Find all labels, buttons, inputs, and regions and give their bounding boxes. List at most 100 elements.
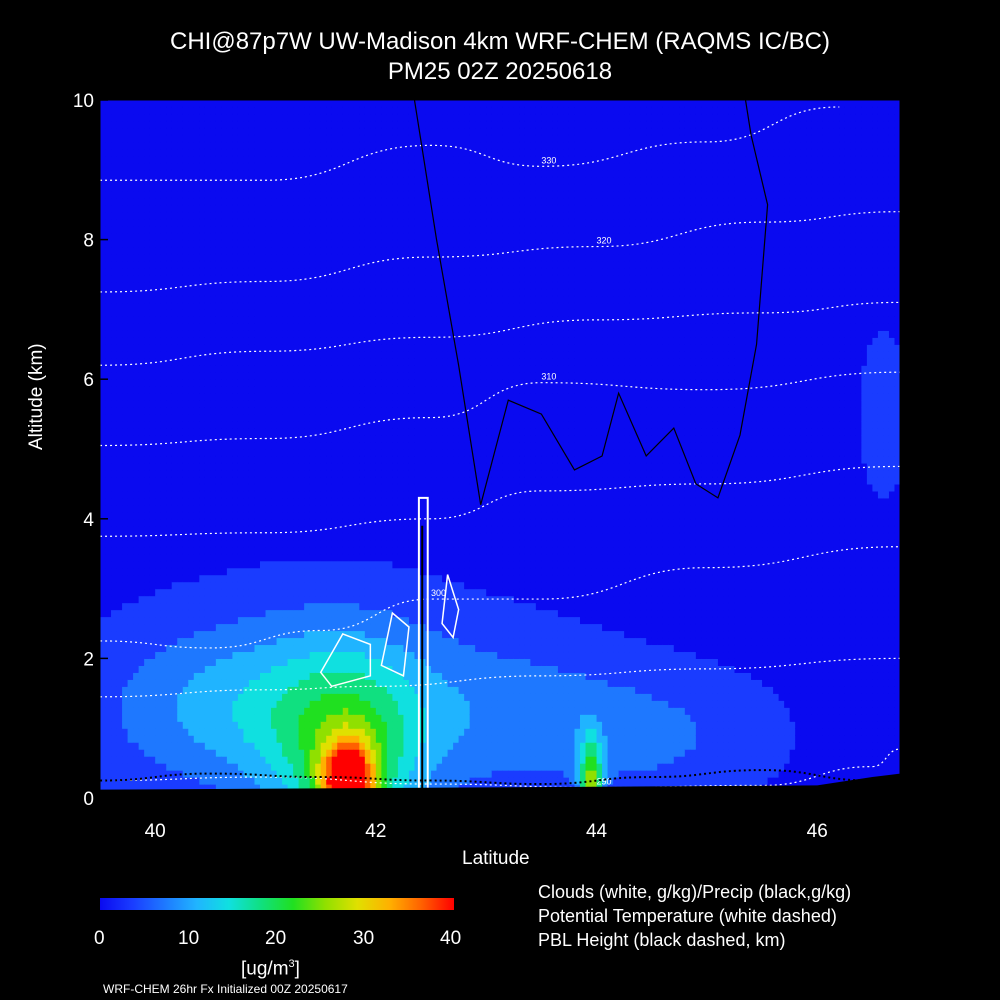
pm25-cell bbox=[155, 176, 162, 185]
pm25-cell bbox=[111, 721, 118, 729]
pm25-cell bbox=[182, 435, 189, 443]
pm25-cell bbox=[226, 588, 234, 597]
pm25-cell bbox=[331, 539, 338, 548]
pm25-cell bbox=[342, 393, 349, 401]
pm25-cell bbox=[100, 267, 107, 276]
pm25-cell bbox=[237, 239, 245, 248]
pm25-cell bbox=[320, 134, 327, 143]
pm25-cell bbox=[282, 693, 289, 701]
pm25-cell bbox=[370, 455, 377, 464]
pm25-cell bbox=[337, 728, 344, 736]
pm25-cell bbox=[155, 616, 162, 625]
pm25-cell bbox=[127, 204, 134, 213]
pm25-cell bbox=[149, 700, 156, 708]
pm25-cell bbox=[348, 337, 355, 345]
pm25-cell bbox=[144, 344, 151, 352]
pm25-cell bbox=[359, 148, 366, 157]
pm25-cell bbox=[111, 120, 118, 129]
pm25-cell bbox=[348, 274, 355, 283]
pm25-cell bbox=[359, 239, 366, 248]
pm25-cell bbox=[304, 351, 311, 359]
pm25-cell bbox=[105, 469, 112, 478]
pm25-cell bbox=[232, 211, 239, 220]
pm25-cell bbox=[182, 162, 189, 171]
pm25-cell bbox=[116, 218, 123, 227]
pm25-cell bbox=[309, 511, 316, 520]
pm25-cell bbox=[304, 567, 311, 576]
pm25-cell bbox=[298, 672, 305, 680]
pm25-cell bbox=[248, 435, 256, 443]
pm25-cell bbox=[348, 455, 355, 464]
pm25-cell bbox=[138, 225, 145, 234]
pm25-cell bbox=[160, 211, 167, 220]
pm25-cell bbox=[215, 700, 222, 708]
pm25-cell bbox=[248, 113, 256, 122]
pm25-cell bbox=[171, 637, 178, 646]
pm25-cell bbox=[298, 323, 305, 331]
pm25-cell bbox=[171, 707, 178, 715]
pm25-cell bbox=[171, 330, 178, 338]
pm25-cell bbox=[271, 616, 278, 625]
pm25-cell bbox=[210, 204, 217, 213]
pm25-cell bbox=[370, 218, 377, 227]
pm25-cell bbox=[315, 141, 322, 150]
pm25-cell bbox=[282, 770, 289, 778]
pm25-cell bbox=[254, 337, 261, 345]
pm25-cell bbox=[221, 756, 228, 764]
pm25-cell bbox=[133, 721, 140, 729]
pm25-cell bbox=[204, 588, 211, 597]
pm25-cell bbox=[304, 658, 311, 666]
pm25-cell bbox=[248, 169, 256, 178]
pm25-cell bbox=[287, 539, 294, 548]
pm25-cell bbox=[215, 323, 222, 331]
pm25-cell bbox=[315, 169, 322, 178]
pm25-cell bbox=[337, 483, 344, 492]
pm25-cell bbox=[298, 644, 305, 653]
pm25-cell bbox=[144, 623, 151, 632]
pm25-cell bbox=[298, 442, 305, 450]
pm25-cell bbox=[160, 644, 167, 653]
pm25-cell bbox=[260, 155, 267, 164]
pm25-cell bbox=[337, 274, 344, 283]
pm25-cell bbox=[364, 148, 371, 157]
pm25-cell bbox=[248, 476, 256, 485]
pm25-cell bbox=[304, 546, 311, 555]
pm25-cell bbox=[337, 246, 344, 255]
pm25-cell bbox=[342, 490, 349, 499]
pm25-cell bbox=[100, 651, 107, 659]
pm25-cell bbox=[337, 609, 344, 618]
pm25-cell bbox=[149, 288, 156, 297]
pm25-cell bbox=[226, 679, 234, 687]
pm25-cell bbox=[199, 316, 206, 324]
pm25-cell bbox=[254, 197, 261, 206]
pm25-cell bbox=[210, 770, 217, 778]
pm25-cell bbox=[326, 553, 333, 562]
pm25-cell bbox=[122, 707, 129, 715]
pm25-cell bbox=[226, 623, 234, 632]
pm25-cell bbox=[133, 323, 140, 331]
pm25-cell bbox=[309, 609, 316, 618]
pm25-cell bbox=[160, 358, 167, 366]
pm25-cell bbox=[199, 455, 206, 464]
pm25-cell bbox=[232, 414, 239, 422]
pm25-cell bbox=[155, 393, 162, 401]
pm25-cell bbox=[193, 435, 200, 443]
pm25-cell bbox=[271, 686, 278, 694]
pm25-cell bbox=[276, 518, 283, 527]
pm25-cell bbox=[282, 595, 289, 604]
pm25-cell bbox=[260, 337, 267, 345]
pm25-cell bbox=[122, 232, 129, 241]
pm25-cell bbox=[298, 183, 305, 192]
pm25-cell bbox=[342, 141, 349, 150]
pm25-cell bbox=[353, 511, 360, 520]
pm25-cell bbox=[331, 309, 338, 317]
pm25-cell bbox=[116, 337, 123, 345]
pm25-cell bbox=[210, 176, 217, 185]
pm25-cell bbox=[260, 490, 267, 499]
pm25-cell bbox=[111, 518, 118, 527]
pm25-cell bbox=[226, 497, 234, 506]
pm25-cell bbox=[326, 267, 333, 276]
pm25-cell bbox=[342, 449, 349, 457]
pm25-cell bbox=[204, 323, 211, 331]
pm25-cell bbox=[105, 232, 112, 241]
